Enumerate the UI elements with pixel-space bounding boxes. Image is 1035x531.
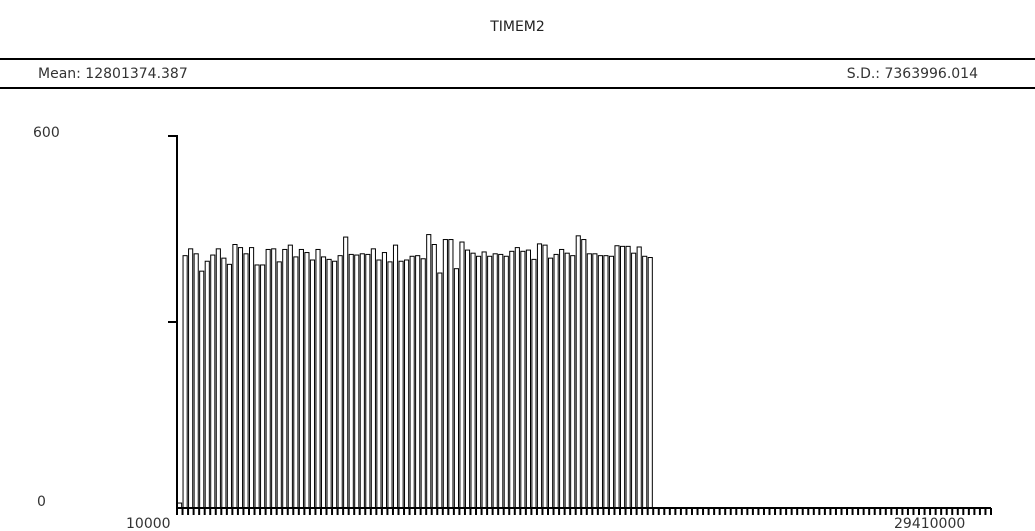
chart-title: TIMEM2 <box>490 19 545 35</box>
histogram-bar <box>420 258 426 509</box>
histogram-bar <box>525 249 531 509</box>
y-tick-label-max: 600 <box>33 125 60 141</box>
histogram-bar <box>320 256 327 509</box>
histogram-bar <box>426 234 432 509</box>
histogram-bar <box>332 260 338 509</box>
histogram-bar <box>304 252 310 509</box>
histogram-bar <box>354 254 360 509</box>
histogram-bar <box>503 255 509 509</box>
histogram-bar <box>586 253 592 509</box>
mean-value: Mean: 12801374.387 <box>38 66 188 82</box>
histogram-bar <box>276 261 282 509</box>
histogram-bar <box>376 259 382 509</box>
histogram-bar <box>282 248 288 509</box>
histogram-bar <box>265 248 271 509</box>
histogram-bar <box>232 244 238 509</box>
histogram-bar <box>559 248 565 509</box>
histogram-bar <box>509 250 515 509</box>
histogram-bar <box>237 247 244 509</box>
histogram-bar <box>636 246 642 509</box>
histogram-bar <box>298 248 304 509</box>
histogram-bar <box>243 253 249 509</box>
histogram-bar <box>459 241 465 509</box>
histogram-bar <box>226 263 232 509</box>
histogram-bar <box>487 255 493 509</box>
histogram-bar <box>536 243 543 509</box>
histogram-bar <box>592 253 598 509</box>
histogram-bar <box>210 254 216 509</box>
histogram-bar <box>365 253 371 509</box>
stats-band: Mean: 12801374.387 S.D.: 7363996.014 <box>0 58 1035 89</box>
histogram-bar <box>415 255 421 509</box>
histogram-bar <box>381 252 388 509</box>
histogram-bar <box>642 255 648 509</box>
histogram-bar <box>442 239 448 509</box>
x-tick-label-end: 29410000 <box>894 516 965 531</box>
histogram-bar <box>248 247 255 509</box>
histogram-bar <box>631 252 637 509</box>
bars-group <box>177 234 653 509</box>
histogram-bar <box>514 247 520 509</box>
histogram-bar <box>260 264 266 509</box>
x-tick-label-start: 10000 <box>126 516 171 531</box>
histogram-bar <box>476 255 482 509</box>
histogram-bar <box>448 239 454 509</box>
histogram-bar <box>271 248 277 509</box>
histogram-bar <box>464 249 471 509</box>
histogram-bar <box>453 268 460 509</box>
histogram-bar <box>193 253 199 509</box>
histogram-bar <box>614 245 620 509</box>
histogram-bar <box>387 261 393 509</box>
histogram-bar <box>409 255 415 509</box>
histogram-bar <box>359 253 365 509</box>
histogram-bar <box>348 253 354 509</box>
histogram-bar <box>492 253 498 509</box>
histogram-bar <box>309 259 316 509</box>
histogram-bar <box>548 257 554 509</box>
histogram-bar <box>204 260 210 509</box>
histogram-bar <box>199 270 205 509</box>
histogram-bar <box>293 256 299 509</box>
histogram-bar <box>570 255 576 509</box>
histogram-bar <box>215 248 221 509</box>
histogram-bar <box>404 259 410 509</box>
histogram-bar <box>315 248 321 509</box>
histogram-bar <box>625 245 631 509</box>
histogram-bar <box>597 255 603 509</box>
histogram-bar <box>470 252 476 509</box>
histogram-bar <box>188 248 194 509</box>
histogram-bar <box>520 250 526 509</box>
histogram-bar <box>575 235 581 509</box>
x-ticks-group <box>176 508 992 515</box>
histogram-bar <box>254 264 260 509</box>
histogram-bar <box>481 251 487 509</box>
histogram-bar <box>337 255 343 509</box>
histogram-bar <box>564 252 570 509</box>
histogram-bar <box>398 260 404 509</box>
sd-value: S.D.: 7363996.014 <box>846 66 978 82</box>
histogram-bar <box>392 244 399 509</box>
histogram-bar <box>431 244 437 509</box>
histogram-bar <box>287 244 293 509</box>
histogram-bar <box>531 258 537 509</box>
histogram-bar <box>370 248 376 509</box>
histogram-bar <box>498 253 504 509</box>
histogram-bar <box>182 255 188 509</box>
histogram-bar <box>542 244 548 509</box>
histogram-bar <box>581 239 587 509</box>
histogram-bar <box>553 253 559 509</box>
histogram-bar <box>608 255 615 509</box>
histogram-bar <box>437 272 443 509</box>
histogram-bar <box>343 236 349 509</box>
y-tick-label-min: 0 <box>37 494 46 510</box>
histogram-bar <box>603 255 609 509</box>
histogram-bar <box>647 257 653 509</box>
histogram-bar <box>221 257 227 509</box>
histogram-bar <box>619 245 626 509</box>
histogram-bar <box>326 258 332 509</box>
